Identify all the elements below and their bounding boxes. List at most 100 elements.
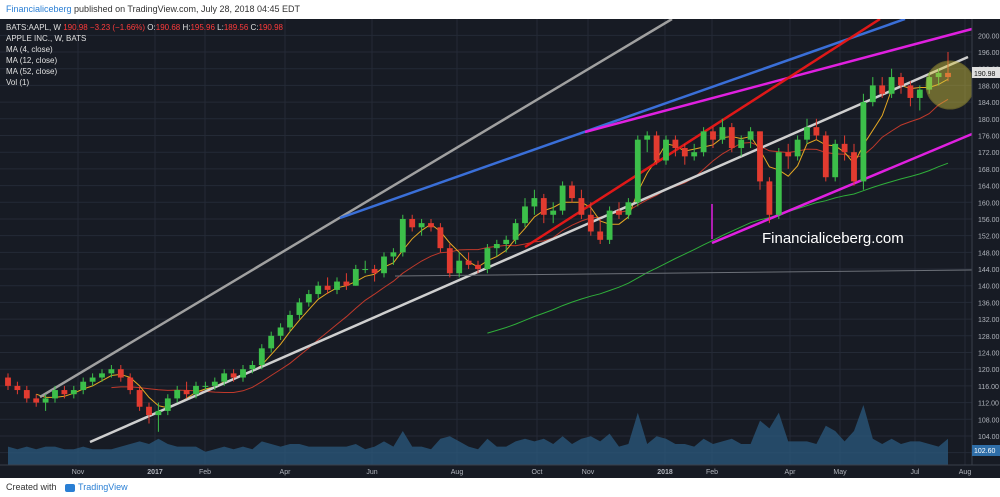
close-value: 190.98 [258,23,283,32]
candle-body [352,269,359,286]
candle-body [738,139,745,149]
price-tick-label: 164.00 [978,184,1000,191]
candle-body [681,148,688,157]
price-tick-label: 144.00 [978,267,1000,274]
legend-ma52[interactable]: MA (52, close) [6,67,58,76]
candle-body [14,385,21,391]
price-tick-label: 140.00 [978,284,1000,291]
candle-body [569,185,575,199]
candle-body [794,139,801,157]
publish-header: Financialiceberg published on TradingVie… [0,0,1000,19]
candle-body [531,198,538,207]
candle-body [644,135,651,140]
legend-ma12[interactable]: MA (12, close) [6,56,58,65]
candle-body [343,281,350,286]
candle-body [512,223,519,240]
candle-body [926,77,933,90]
candle-body [315,285,322,295]
candle-body [465,260,472,265]
price-tick-label: 132.00 [978,317,1000,324]
tradingview-link[interactable]: TradingView [78,482,128,492]
price-axis [972,19,1000,465]
candle-body [484,248,491,270]
candle-body [117,369,124,378]
candle-body [258,348,265,366]
price-tick-label: 172.00 [978,150,1000,157]
candle-body [597,231,604,240]
candle-body [503,239,510,244]
price-tick-label: 196.00 [978,50,1000,57]
time-tick-label: Aug [451,469,464,476]
volume-tag-label: 102.60 [974,448,996,455]
lower-channel-line [89,55,969,444]
candle-body [287,314,293,328]
chart-legend: BATS:AAPL, W 190.98 −3.23 (−1.66%) O:190… [6,22,283,88]
time-tick-label: Jun [366,469,377,476]
candle-body [277,327,284,336]
time-tick-label: Apr [785,469,797,476]
candle-body [757,131,763,182]
footer: Created with TradingView [0,478,1000,497]
chart-area[interactable]: Financialiceberg.com100.00104.00108.0011… [0,17,1000,478]
volume-tag [972,445,1000,456]
legend-ma4[interactable]: MA (4, close) [6,45,53,54]
candle-body [559,185,566,211]
price-tick-label: 136.00 [978,300,1000,307]
candle-body [183,390,190,395]
tradingview-logo-icon [65,483,76,492]
candle-body [428,223,434,228]
low-value: 189.56 [223,23,249,32]
price-tick-label: 124.00 [978,351,1000,358]
time-tick-label: 2018 [657,469,673,476]
candle-body [61,390,68,395]
price-tick-label: 176.00 [978,134,1000,141]
candle-body [945,72,951,78]
candle-body [475,264,481,270]
price-tick-label: 128.00 [978,334,1000,341]
watermark-text: Financialiceberg.com [762,230,904,247]
candle-body [268,335,275,349]
candle-body [550,210,557,215]
candle-body [663,139,669,161]
price-tick-label: 156.00 [978,217,1000,224]
candle-body [719,127,726,140]
candle-body [879,85,886,94]
candle-body [672,139,679,149]
candle-body [390,252,397,257]
price-tick-label: 188.00 [978,83,1000,90]
price-chart[interactable]: Financialiceberg.com100.00104.00108.0011… [0,17,1000,478]
price-tick-label: 152.00 [978,234,1000,241]
legend-vol[interactable]: Vol (1) [6,78,30,87]
created-with-label: Created with [6,482,57,492]
legend-title: APPLE INC., W, BATS [6,34,87,43]
candle-body [42,398,49,403]
candle-body [240,369,246,378]
time-tick-label: May [833,469,847,476]
candle-body [634,139,641,203]
time-tick-label: Nov [72,469,85,476]
high-value: 195.96 [190,23,215,32]
candle-body [211,381,218,386]
time-tick-label: Feb [706,469,718,476]
candle-body [869,85,876,103]
author-link[interactable]: Financialiceberg [6,4,72,14]
magenta-upper-line [584,27,973,134]
candle-body [230,373,237,378]
candle-body [127,377,134,391]
candle-body [174,390,181,399]
candle-body [691,152,698,157]
price-tick-label: 120.00 [978,367,1000,374]
candle-body [916,89,923,98]
candle-body [446,248,453,274]
candle-body [70,390,77,395]
time-tick-label: Nov [582,469,595,476]
symbol-line: BATS:AAPL, W [6,23,61,32]
candle-body [456,260,463,274]
candle-body [362,269,369,271]
price-change: −3.23 (−1.66%) [89,23,146,32]
candle-body [625,202,632,215]
blue-resistance-line [339,17,906,220]
candle-body [146,406,152,416]
candle-body [437,227,444,249]
time-tick-label: Feb [199,469,211,476]
